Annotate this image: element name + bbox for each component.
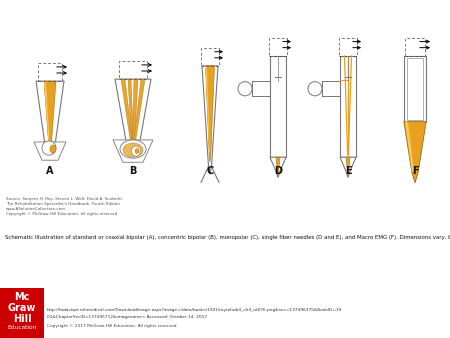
Circle shape — [308, 82, 322, 96]
FancyBboxPatch shape — [0, 288, 44, 338]
Polygon shape — [128, 79, 133, 148]
Text: Graw: Graw — [8, 303, 36, 313]
Ellipse shape — [120, 140, 146, 158]
Text: A: A — [46, 166, 54, 176]
Polygon shape — [206, 66, 215, 162]
Text: E: E — [345, 166, 351, 176]
Polygon shape — [121, 79, 132, 148]
Polygon shape — [36, 81, 64, 160]
Polygon shape — [270, 157, 286, 177]
Bar — [404, 56, 426, 122]
Text: http://fadavispt.mhmedical.com/DownloadImage.aspx?image=/data/books/1901/royreha: http://fadavispt.mhmedical.com/DownloadI… — [47, 308, 342, 312]
Ellipse shape — [123, 143, 143, 157]
Polygon shape — [202, 66, 218, 174]
Bar — [340, 56, 356, 157]
Polygon shape — [404, 122, 426, 183]
Polygon shape — [115, 79, 151, 162]
Text: B: B — [129, 166, 137, 176]
Polygon shape — [34, 142, 66, 160]
Polygon shape — [133, 79, 138, 148]
Bar — [270, 56, 286, 157]
Polygon shape — [113, 140, 153, 162]
Polygon shape — [404, 122, 426, 183]
Text: Education: Education — [7, 325, 36, 330]
Text: D: D — [274, 166, 282, 176]
Polygon shape — [340, 157, 356, 177]
Polygon shape — [405, 122, 414, 172]
Text: Hill: Hill — [13, 314, 32, 324]
Ellipse shape — [131, 146, 140, 156]
Ellipse shape — [50, 145, 56, 153]
Bar — [38, 63, 62, 81]
Bar — [269, 38, 287, 56]
Circle shape — [238, 82, 252, 96]
Polygon shape — [44, 81, 50, 142]
Polygon shape — [44, 81, 56, 150]
Text: Copyright © 2017 McGraw-Hill Education. All rights reserved: Copyright © 2017 McGraw-Hill Education. … — [47, 324, 176, 328]
Bar — [201, 48, 219, 66]
Text: 01&ChapterSecID=137495712&imagename= Accessed: October 14, 2017: 01&ChapterSecID=137495712&imagename= Acc… — [47, 315, 207, 319]
Polygon shape — [276, 157, 280, 175]
Text: F: F — [412, 166, 418, 176]
Bar — [339, 38, 357, 56]
Polygon shape — [346, 157, 350, 175]
Ellipse shape — [42, 141, 56, 155]
Polygon shape — [134, 79, 145, 148]
Text: Mc: Mc — [14, 292, 30, 302]
Text: Schematic illustration of standard or coaxial bipolar (A), concentric bipolar (B: Schematic illustration of standard or co… — [5, 235, 450, 240]
Text: Source: Sanjeev H. Roy, Steven L. Wolf, David A. Scalzetti
The Rehabilitation Sp: Source: Sanjeev H. Roy, Steven L. Wolf, … — [6, 197, 122, 216]
Text: C: C — [207, 166, 214, 176]
Ellipse shape — [135, 149, 139, 153]
Bar — [405, 38, 425, 56]
Polygon shape — [206, 66, 210, 154]
Bar — [407, 58, 423, 120]
Bar — [119, 61, 147, 79]
